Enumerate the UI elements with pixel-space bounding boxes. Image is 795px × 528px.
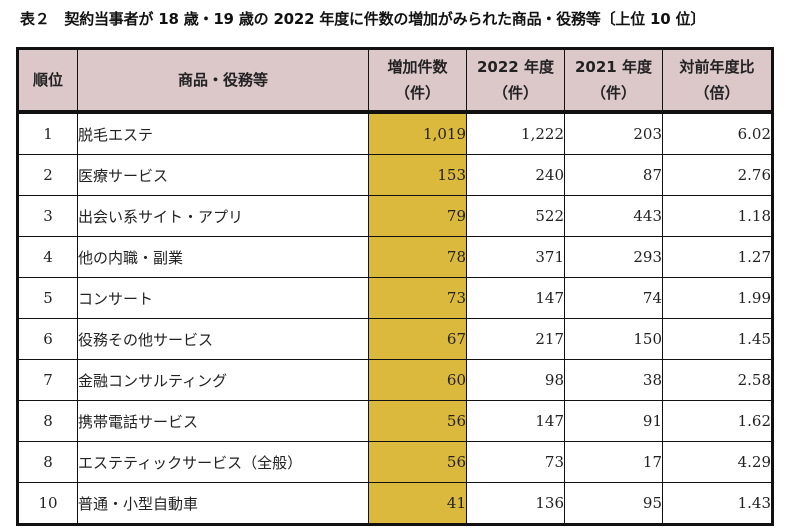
- fy2022-cell: 522: [466, 195, 565, 237]
- item-cell: 医療サービス: [77, 154, 369, 196]
- increase-cell: 73: [368, 277, 467, 319]
- ratio-cell: 2.58: [662, 359, 773, 401]
- increase-cell: 60: [368, 359, 467, 401]
- fy2022-cell: 98: [466, 359, 565, 401]
- rank-cell: 5: [17, 277, 78, 319]
- increase-cell: 1,019: [368, 111, 467, 155]
- table-row: 2 医療サービス 153 240 87 2.76: [17, 154, 773, 196]
- fy2021-cell: 293: [564, 236, 663, 278]
- rank-cell: 10: [17, 482, 78, 525]
- table-row: 1 脱毛エステ 1,019 1,222 203 6.02: [17, 111, 773, 155]
- fy2021-cell: 150: [564, 318, 663, 360]
- fy2022-cell: 371: [466, 236, 565, 278]
- fy2022-cell: 240: [466, 154, 565, 196]
- rank-cell: 3: [17, 195, 78, 237]
- ratio-cell: 1.62: [662, 400, 773, 442]
- fy2022-cell: 147: [466, 277, 565, 319]
- increase-cell: 56: [368, 441, 467, 483]
- item-cell: 脱毛エステ: [77, 111, 369, 155]
- table-row: 6 役務その他サービス 67 217 150 1.45: [17, 318, 773, 360]
- item-cell: 金融コンサルティング: [77, 359, 369, 401]
- item-cell: 他の内職・副業: [77, 236, 369, 278]
- table-row: 8 エステティックサービス（全般） 56 73 17 4.29: [17, 441, 773, 483]
- ratio-cell: 4.29: [662, 441, 773, 483]
- fy2022-cell: 73: [466, 441, 565, 483]
- increase-cell: 153: [368, 154, 467, 196]
- fy2021-cell: 203: [564, 111, 663, 155]
- rank-cell: 2: [17, 154, 78, 196]
- item-cell: 普通・小型自動車: [77, 482, 369, 525]
- ratio-cell: 1.43: [662, 482, 773, 525]
- header-ratio: 対前年度比 （倍）: [662, 48, 773, 114]
- item-cell: コンサート: [77, 277, 369, 319]
- item-cell: エステティックサービス（全般）: [77, 441, 369, 483]
- fy2021-cell: 443: [564, 195, 663, 237]
- fy2021-cell: 38: [564, 359, 663, 401]
- increase-cell: 56: [368, 400, 467, 442]
- fy2022-cell: 147: [466, 400, 565, 442]
- header-rank: 順位: [17, 48, 78, 114]
- increase-cell: 78: [368, 236, 467, 278]
- header-fy2022: 2022 年度 （件）: [466, 48, 565, 114]
- increase-cell: 67: [368, 318, 467, 360]
- fy2021-cell: 17: [564, 441, 663, 483]
- fy2021-cell: 87: [564, 154, 663, 196]
- header-fy2021: 2021 年度 （件）: [564, 48, 663, 114]
- ratio-cell: 1.27: [662, 236, 773, 278]
- fy2021-cell: 74: [564, 277, 663, 319]
- increase-cell: 41: [368, 482, 467, 525]
- table-row: 10 普通・小型自動車 41 136 95 1.43: [17, 482, 773, 525]
- ratio-cell: 2.76: [662, 154, 773, 196]
- table-row: 5 コンサート 73 147 74 1.99: [17, 277, 773, 319]
- item-cell: 携帯電話サービス: [77, 400, 369, 442]
- rank-cell: 8: [17, 441, 78, 483]
- fy2022-cell: 1,222: [466, 111, 565, 155]
- table-row: 8 携帯電話サービス 56 147 91 1.62: [17, 400, 773, 442]
- ratio-cell: 1.99: [662, 277, 773, 319]
- ratio-cell: 1.18: [662, 195, 773, 237]
- header-increase: 増加件数 （件）: [368, 48, 467, 114]
- increase-cell: 79: [368, 195, 467, 237]
- fy2021-cell: 91: [564, 400, 663, 442]
- fy2022-cell: 136: [466, 482, 565, 525]
- ratio-cell: 1.45: [662, 318, 773, 360]
- header-row: 順位 商品・役務等 増加件数 （件） 2022 年度 （件） 2021 年度 （件） …: [17, 48, 773, 114]
- ranking-table: 順位 商品・役務等 増加件数 （件） 2022 年度 （件） 2021 年度 （件） …: [16, 47, 774, 526]
- rank-cell: 1: [17, 111, 78, 155]
- table-row: 7 金融コンサルティング 60 98 38 2.58: [17, 359, 773, 401]
- item-cell: 役務その他サービス: [77, 318, 369, 360]
- item-cell: 出会い系サイト・アプリ: [77, 195, 369, 237]
- fy2022-cell: 217: [466, 318, 565, 360]
- table-title: 表２ 契約当事者が 18 歳・19 歳の 2022 年度に件数の増加がみられた商…: [20, 10, 706, 28]
- ratio-cell: 6.02: [662, 111, 773, 155]
- table-row: 4 他の内職・副業 78 371 293 1.27: [17, 236, 773, 278]
- rank-cell: 8: [17, 400, 78, 442]
- table-row: 3 出会い系サイト・アプリ 79 522 443 1.18: [17, 195, 773, 237]
- rank-cell: 4: [17, 236, 78, 278]
- rank-cell: 6: [17, 318, 78, 360]
- rank-cell: 7: [17, 359, 78, 401]
- header-item: 商品・役務等: [77, 48, 369, 114]
- fy2021-cell: 95: [564, 482, 663, 525]
